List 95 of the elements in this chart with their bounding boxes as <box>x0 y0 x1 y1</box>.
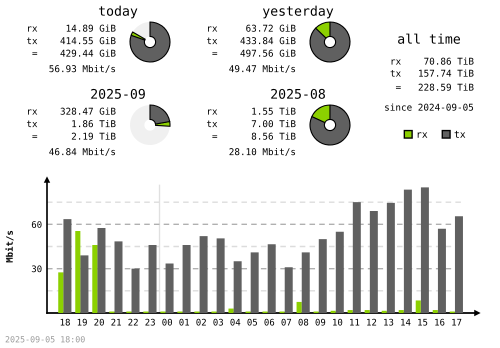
text: 56.93 Mbit/s <box>49 65 116 73</box>
x-tick-label: 14 <box>401 318 411 326</box>
x-tick-label: 17 <box>452 318 462 326</box>
bar <box>370 211 378 313</box>
bar <box>296 302 302 313</box>
y-axis-title: Mbit/s <box>5 230 14 262</box>
bar <box>318 239 327 313</box>
x-tick-label: 13 <box>384 318 394 326</box>
x-tick-label: 08 <box>298 318 308 326</box>
x-tick-label: 07 <box>281 318 292 326</box>
text: rx 328.47 GiB <box>28 108 116 115</box>
bar <box>234 261 242 313</box>
text: rx 63.72 GiB <box>208 24 296 32</box>
text: 2025-09-05 18:00 <box>6 336 85 342</box>
x-tick-label: 20 <box>94 318 104 326</box>
donut-slice <box>149 104 170 125</box>
bar <box>92 245 98 313</box>
text: tx 157.74 TiB <box>390 70 474 77</box>
bar <box>454 216 463 313</box>
text: = 2.19 TiB <box>32 132 116 140</box>
bar <box>97 228 106 313</box>
text: rx 14.89 GiB <box>28 24 116 32</box>
bar <box>352 202 361 313</box>
text: = 429.44 GiB <box>32 50 116 57</box>
text: 46.84 Mbit/s <box>49 148 116 156</box>
bar <box>63 219 72 313</box>
x-tick-label: 05 <box>247 318 258 326</box>
x-tick-label: 22 <box>128 318 138 326</box>
text: tx 414.55 GiB <box>26 37 116 44</box>
y-tick-label: 30 <box>32 265 42 272</box>
bar <box>348 310 353 313</box>
donut-slice <box>309 104 351 146</box>
text: 28.10 Mbit/s <box>229 148 296 156</box>
bar <box>80 255 88 313</box>
text: = 228.59 TiB <box>396 84 474 91</box>
bar <box>432 310 438 313</box>
donut-slice <box>309 21 351 63</box>
x-tick-label: 03 <box>213 318 224 326</box>
x-tick-label: 11 <box>350 318 360 326</box>
x-tick-label: 09 <box>316 318 326 326</box>
bar <box>268 244 276 313</box>
bar <box>132 268 140 313</box>
donut-slice <box>132 22 150 40</box>
bar <box>416 300 421 313</box>
x-tick-label: 02 <box>196 318 206 326</box>
text: 49.47 Mbit/s <box>229 65 296 73</box>
bar <box>166 263 174 313</box>
donut-slice <box>129 21 171 63</box>
bar <box>148 245 157 313</box>
legend-label: tx <box>454 130 466 138</box>
bar <box>420 187 429 313</box>
text: tx 7.00 TiB <box>206 120 296 128</box>
text: = 8.56 TiB <box>212 132 296 140</box>
text: tx 433.84 GiB <box>206 37 296 44</box>
bar <box>228 308 234 313</box>
x-tick-label: 06 <box>264 318 274 326</box>
text: = 497.56 GiB <box>212 50 296 57</box>
y-tick-label: 60 <box>32 221 42 228</box>
x-tick-label: 18 <box>60 318 70 326</box>
bar <box>58 272 64 313</box>
legend-label: rx <box>418 132 428 138</box>
bar <box>302 252 310 313</box>
x-tick-label: 21 <box>111 318 121 326</box>
bar <box>386 202 395 313</box>
bar <box>250 252 259 313</box>
chart-title: yesterday <box>262 6 334 18</box>
x-tick-label: 23 <box>145 318 155 326</box>
x-tick-label: 12 <box>367 318 376 326</box>
x-tick-label: 19 <box>78 318 87 326</box>
bar <box>336 232 344 313</box>
text: since 2024-09-05 <box>385 104 474 111</box>
bar <box>75 230 80 313</box>
bar <box>404 190 412 313</box>
bar <box>114 241 122 313</box>
x-tick-label: 10 <box>333 318 342 326</box>
x-tick-label: 15 <box>418 318 428 326</box>
x-tick-label: 04 <box>230 318 240 326</box>
text: tx 1.86 TiB <box>26 120 116 128</box>
bar <box>438 228 446 313</box>
bar <box>284 267 293 313</box>
text: rx 70.86 TiB <box>392 58 474 65</box>
bar <box>200 236 208 313</box>
bar <box>216 238 225 313</box>
bar <box>398 310 404 313</box>
x-tick-label: 00 <box>162 318 172 326</box>
chart-title: today <box>98 6 138 18</box>
chart-title: 2025-08 <box>271 88 325 99</box>
text: rx 1.55 TiB <box>208 108 296 115</box>
text: all time <box>398 34 460 44</box>
x-tick-label: 01 <box>179 318 190 326</box>
chart-title: 2025-09 <box>91 88 145 99</box>
x-tick-label: 16 <box>435 318 444 326</box>
bar <box>182 245 191 313</box>
donut-slice <box>130 105 170 145</box>
bar <box>364 310 370 313</box>
